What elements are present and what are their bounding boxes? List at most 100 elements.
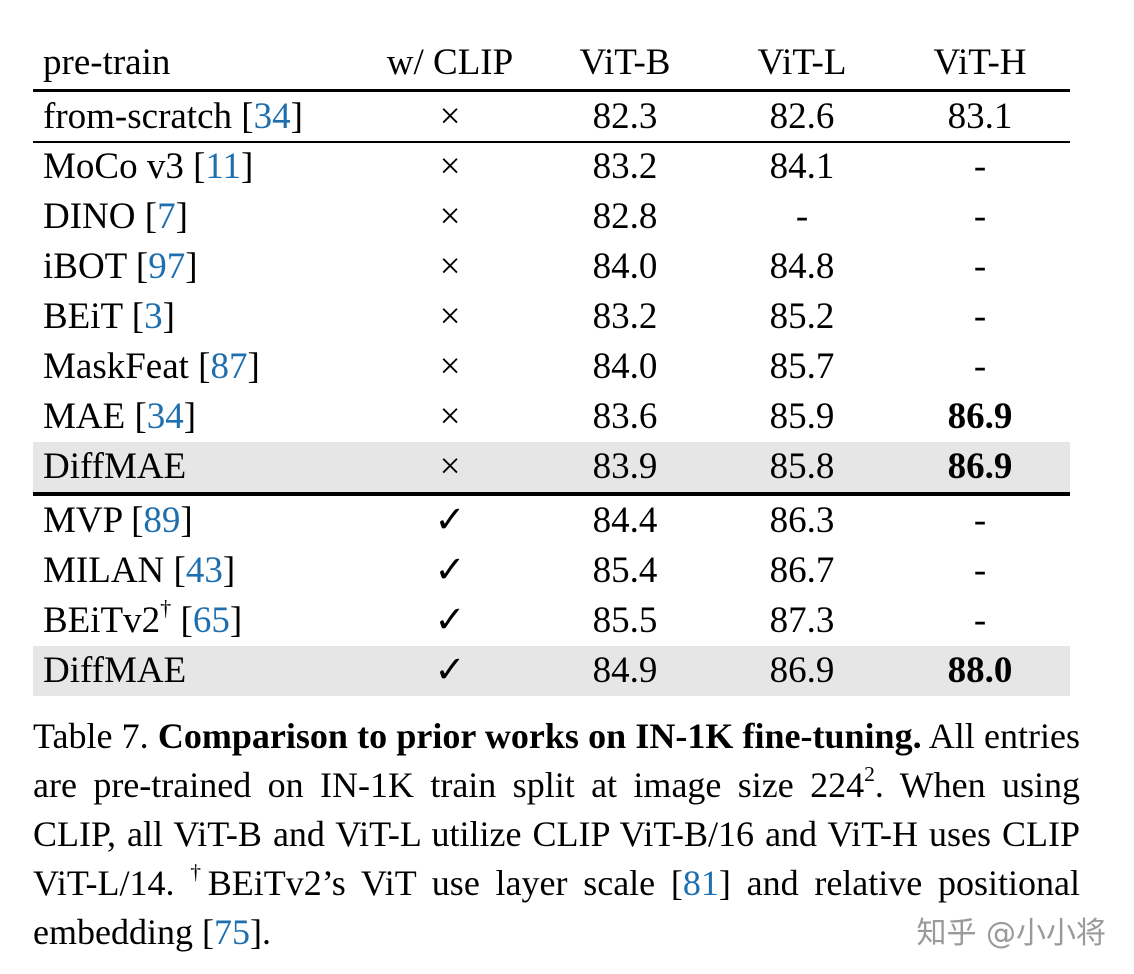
text-run: - [973,550,987,591]
table-cell: - [712,192,892,242]
text-run: All entries are pre-trained on IN-1K tra… [33,716,1080,805]
text-run: 83.2 [592,296,658,337]
table-cell: × [360,192,540,242]
text-run: 84.0 [592,246,658,287]
text-run: ] [183,396,197,437]
table-cell: 85.8 [712,442,892,492]
table-row: MVP [89] ✓ 84.4 86.3 - [33,496,1070,546]
cite-text: 97 [148,246,186,287]
text-run: ] [162,296,175,337]
cite-text: 11 [205,146,242,187]
text-run: 86.9 [769,650,835,691]
group-rule [33,492,1070,496]
table-cell: - [890,292,1070,342]
text-run: 83.1 [947,96,1013,137]
text-run: × [439,196,461,237]
cite-text: 7 [157,196,176,237]
text-run: × [439,146,461,187]
table-cell: from-scratch [34] [43,92,363,142]
table-cell: MILAN [43] [43,546,363,596]
text-run: . When using CLIP, all ViT-B and ViT-L u… [33,765,1080,903]
table-cell: 87.3 [712,596,892,646]
table-cell: × [360,392,540,442]
text-run: MaskFeat [ [43,346,211,387]
table-cell: 83.9 [535,442,715,492]
text-run: 84.8 [769,246,835,287]
text-run: ] [180,500,193,541]
table-cell: 86.3 [712,496,892,546]
table-row: DiffMAE × 83.9 85.8 86.9 [33,442,1070,492]
text-run: × [439,446,461,487]
table-row: DiffMAE ✓ 84.9 86.9 88.0 [33,646,1070,696]
table-cell: BEiT [3] [43,292,363,342]
cite-text: 87 [210,346,248,387]
table-cell: MoCo v3 [11] [43,142,363,192]
table-cell: × [360,142,540,192]
text-run: [ [171,600,193,641]
text-run: ] [247,346,260,387]
cite-text: 34 [146,396,184,437]
table-caption: Table 7. Comparison to prior works on IN… [33,712,1080,957]
sup-text: 2 [864,761,875,786]
text-run: - [973,146,987,187]
text-run: 84.9 [592,650,658,691]
text-run: - [973,600,987,641]
table-cell: 85.2 [712,292,892,342]
table-cell: - [890,242,1070,292]
table-cell: MaskFeat [87] [43,342,363,392]
table-cell: 83.6 [535,392,715,442]
text-run: ] [229,600,243,641]
table-cell: 84.9 [535,646,715,696]
table-cell: 85.9 [712,392,892,442]
table-cell: 84.0 [535,342,715,392]
text-run: 86.3 [769,500,835,541]
table-cell: - [890,596,1070,646]
text-run: 82.8 [592,196,658,237]
text-run: MoCo v3 [ [43,146,206,187]
text-run: 85.7 [769,346,835,387]
table-cell: - [890,496,1070,546]
text-run: 82.6 [769,96,835,137]
text-run: DiffMAE [43,650,187,691]
table-cell: ✓ [360,546,540,596]
text-run: DiffMAE [43,446,187,487]
text-run: × [439,296,461,337]
table-cell: 86.9 [890,392,1070,442]
table-row: from-scratch [34] × 82.3 82.6 83.1 [33,92,1070,142]
text-run: ] [241,146,254,187]
table-cell: - [890,142,1070,192]
table-cell: × [360,442,540,492]
text-run: - [795,196,809,237]
text-run: - [973,196,987,237]
text-run: 83.6 [592,396,658,437]
text-run: ✓ [434,550,466,591]
sup-text: † [190,859,208,884]
table-cell: 84.0 [535,242,715,292]
text-run: ] [185,246,198,287]
text-run: MAE [ [43,396,147,437]
table-cell: 84.8 [712,242,892,292]
text-run: BEiT [ [43,296,145,337]
text-run: MVP [ [43,500,144,541]
table-cell: ✓ [360,646,540,696]
text-run: 85.2 [769,296,835,337]
text-run: 84.4 [592,500,658,541]
cite-text: 75 [213,912,250,952]
bold-text: 88.0 [947,650,1013,691]
table-row: MILAN [43] ✓ 85.4 86.7 - [33,546,1070,596]
table-row: MoCo v3 [11] × 83.2 84.1 - [33,142,1070,192]
text-run: × [439,96,461,137]
table-cell: 85.7 [712,342,892,392]
header-cell: ViT-L [757,42,847,83]
text-run: 85.4 [592,550,658,591]
text-run: 87.3 [769,600,835,641]
table-cell: ✓ [360,596,540,646]
text-run: Table 7. [33,716,158,756]
table-cell: 83.2 [535,292,715,342]
watermark: 知乎 @小小将 [916,916,1106,951]
header-cell: pre-train [43,42,171,83]
text-run: BEiTv2’s ViT use layer scale [ [207,863,683,903]
cite-text: 43 [185,550,223,591]
text-run: 84.0 [592,346,658,387]
